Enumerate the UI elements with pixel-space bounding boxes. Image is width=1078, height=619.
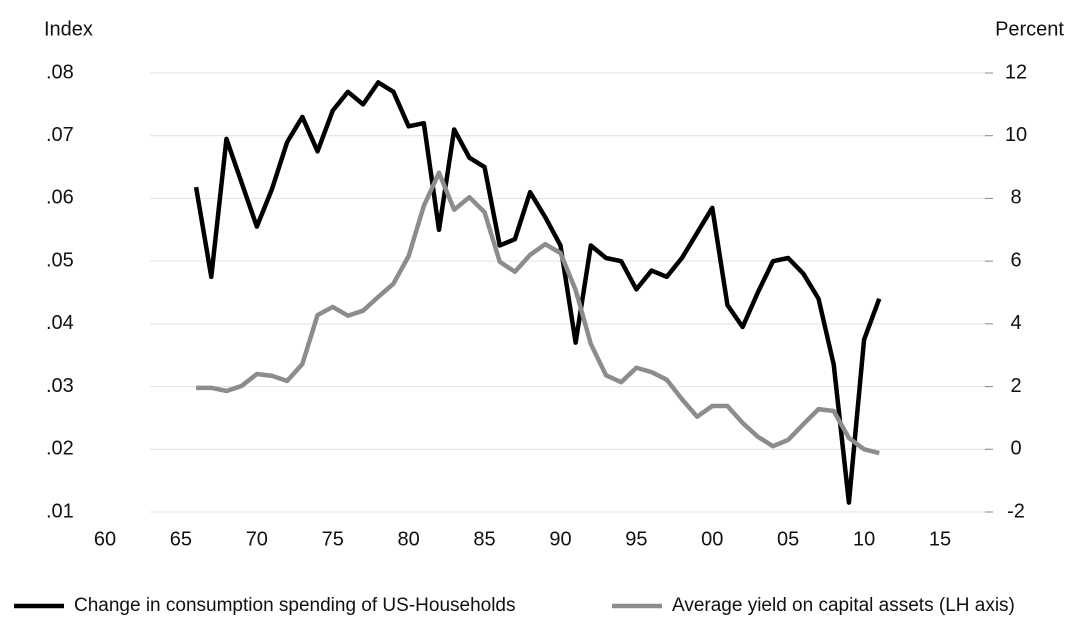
y2-tick-label: 12 [1005,61,1027,83]
y2-tick-label: -2 [1007,500,1025,522]
x-tick-label: 65 [170,528,192,550]
x-tick-label: 60 [94,528,116,550]
y-tick-label: .05 [46,249,74,271]
y-tick-label: .06 [46,187,74,209]
x-tick-label: 00 [701,528,723,550]
series-line [193,80,882,505]
x-tick-label: 90 [549,528,571,550]
legend-label: Average yield on capital assets (LH axis… [672,595,1015,616]
y-tick-label: .08 [46,61,74,83]
y-tick-label: .02 [46,438,74,460]
y2-axis-title: Percent [995,18,1064,40]
y2-tick-label: 4 [1010,312,1021,334]
y-tick-label: .03 [46,375,74,397]
x-tick-label: 80 [398,528,420,550]
x-tick-label: 15 [929,528,951,550]
y-tick-label: .04 [46,312,74,334]
x-tick-label: 85 [473,528,495,550]
y2-tick-label: 6 [1010,249,1021,271]
legend-label: Change in consumption spending of US-Hou… [74,595,516,616]
y2-tick-label: 0 [1010,438,1021,460]
y2-tick-label: 8 [1010,187,1021,209]
x-tick-label: 75 [322,528,344,550]
y-tick-label: .01 [46,500,74,522]
y-axis-title: Index [44,18,93,40]
x-tick-label: 05 [777,528,799,550]
x-tick-label: 95 [625,528,647,550]
y2-tick-label: 10 [1005,124,1027,146]
y-tick-label: .07 [46,124,74,146]
x-tick-label: 10 [853,528,875,550]
x-tick-label: 70 [246,528,268,550]
series-line [196,170,880,456]
y2-tick-label: 2 [1010,375,1021,397]
